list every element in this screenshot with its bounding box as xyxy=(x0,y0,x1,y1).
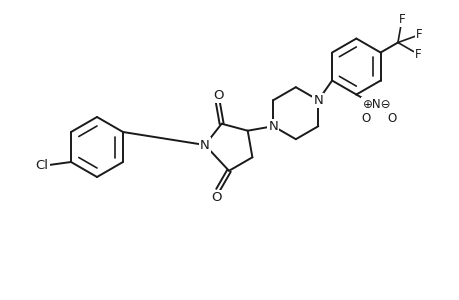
Text: O: O xyxy=(360,112,369,125)
Text: O: O xyxy=(213,88,224,102)
Text: O: O xyxy=(210,191,221,204)
Text: F: F xyxy=(398,14,404,26)
Text: ⊕N⊖: ⊕N⊖ xyxy=(362,98,390,111)
Text: F: F xyxy=(414,47,420,61)
Text: N: N xyxy=(200,139,209,152)
Text: Cl: Cl xyxy=(35,158,48,172)
Text: N: N xyxy=(268,120,278,133)
Text: N: N xyxy=(313,94,323,107)
Text: O: O xyxy=(386,112,396,125)
Text: F: F xyxy=(415,28,422,41)
